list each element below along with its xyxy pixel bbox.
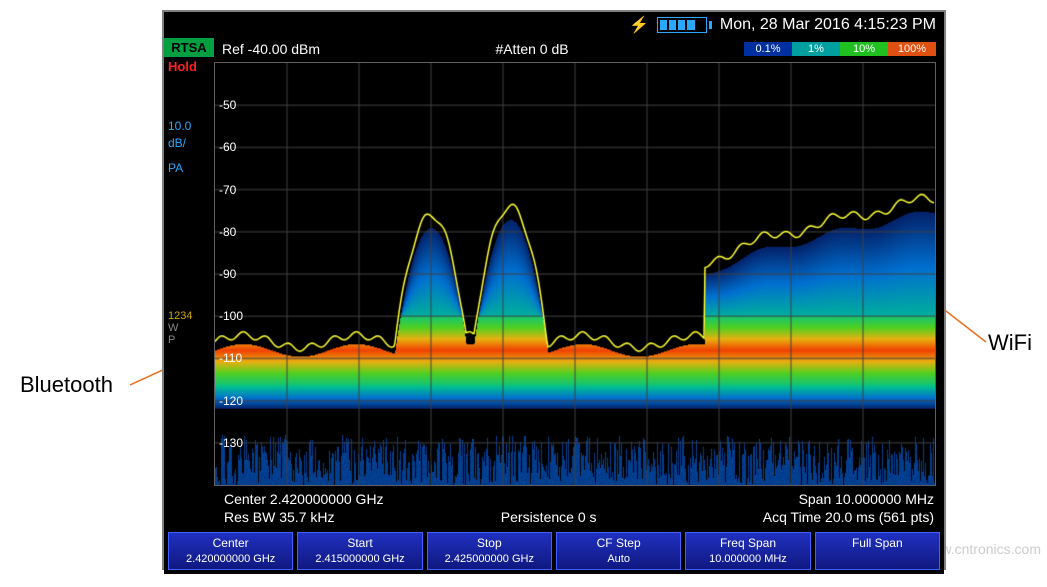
softkey-full-span[interactable]: Full Span bbox=[815, 532, 940, 570]
y-tick-label: -50 bbox=[219, 98, 236, 112]
mode-badge: RTSA bbox=[164, 38, 214, 57]
left-panel: RTSA Hold 10.0 dB/ PA 1234 W P bbox=[164, 38, 214, 488]
scale-value: 10.0 bbox=[168, 118, 210, 135]
y-tick-label: -130 bbox=[219, 436, 243, 450]
softkey-center[interactable]: Center2.420000000 GHz bbox=[168, 532, 293, 570]
wifi-annotation: WiFi bbox=[988, 330, 1032, 356]
y-tick-label: -90 bbox=[219, 267, 236, 281]
trace-mode-w: W bbox=[168, 322, 210, 334]
softkey-stop[interactable]: Stop2.425000000 GHz bbox=[427, 532, 552, 570]
attenuation: #Atten 0 dB bbox=[495, 41, 568, 57]
y-tick-label: -80 bbox=[219, 225, 236, 239]
y-tick-label: -70 bbox=[219, 183, 236, 197]
y-tick-label: -100 bbox=[219, 309, 243, 323]
spectrum-canvas bbox=[215, 63, 935, 485]
measurement-info: Center 2.420000000 GHz Span 10.000000 MH… bbox=[164, 488, 944, 528]
status-bar: ⚡ Mon, 28 Mar 2016 4:15:23 PM bbox=[164, 12, 944, 38]
acq-time: Acq Time 20.0 ms (561 pts) bbox=[763, 509, 934, 525]
scale-unit: dB/ bbox=[168, 135, 210, 152]
power-icon: ⚡ bbox=[629, 15, 649, 35]
trace-mode-p: P bbox=[168, 334, 210, 346]
rbw-value: Res BW 35.7 kHz bbox=[224, 509, 334, 525]
bluetooth-annotation: Bluetooth bbox=[20, 372, 113, 398]
y-tick-label: -60 bbox=[219, 140, 236, 154]
softkey-cf-step[interactable]: CF StepAuto bbox=[556, 532, 681, 570]
battery-icon bbox=[657, 17, 712, 33]
legend-segment: 1% bbox=[792, 42, 840, 56]
softkey-bar: Center2.420000000 GHzStart2.415000000 GH… bbox=[164, 528, 944, 574]
span-value: Span 10.000000 MHz bbox=[799, 491, 934, 507]
ref-level: Ref -40.00 dBm bbox=[222, 41, 320, 57]
y-tick-label: -110 bbox=[219, 351, 242, 365]
spectrum-plot[interactable]: -50 -60 -70 -80 -90 -100 -110 -120 -130 bbox=[214, 62, 936, 486]
hold-label: Hold bbox=[164, 57, 214, 76]
density-legend: 0.1%1%10%100% bbox=[744, 42, 936, 56]
trace-numbers: 1234 bbox=[168, 310, 210, 322]
legend-segment: 0.1% bbox=[744, 42, 792, 56]
legend-segment: 10% bbox=[840, 42, 888, 56]
datetime: Mon, 28 Mar 2016 4:15:23 PM bbox=[720, 16, 936, 34]
softkey-freq-span[interactable]: Freq Span10.000000 MHz bbox=[685, 532, 810, 570]
header-row: Ref -40.00 dBm #Atten 0 dB 0.1%1%10%100% bbox=[214, 38, 944, 60]
legend-segment: 100% bbox=[888, 42, 936, 56]
spectrum-analyzer-screen: ⚡ Mon, 28 Mar 2016 4:15:23 PM RTSA Hold … bbox=[162, 10, 946, 570]
y-tick-label: -120 bbox=[219, 394, 243, 408]
softkey-start[interactable]: Start2.415000000 GHz bbox=[297, 532, 422, 570]
detector-label: PA bbox=[168, 160, 210, 177]
persistence-value: Persistence 0 s bbox=[501, 509, 597, 525]
center-freq: Center 2.420000000 GHz bbox=[224, 491, 384, 507]
